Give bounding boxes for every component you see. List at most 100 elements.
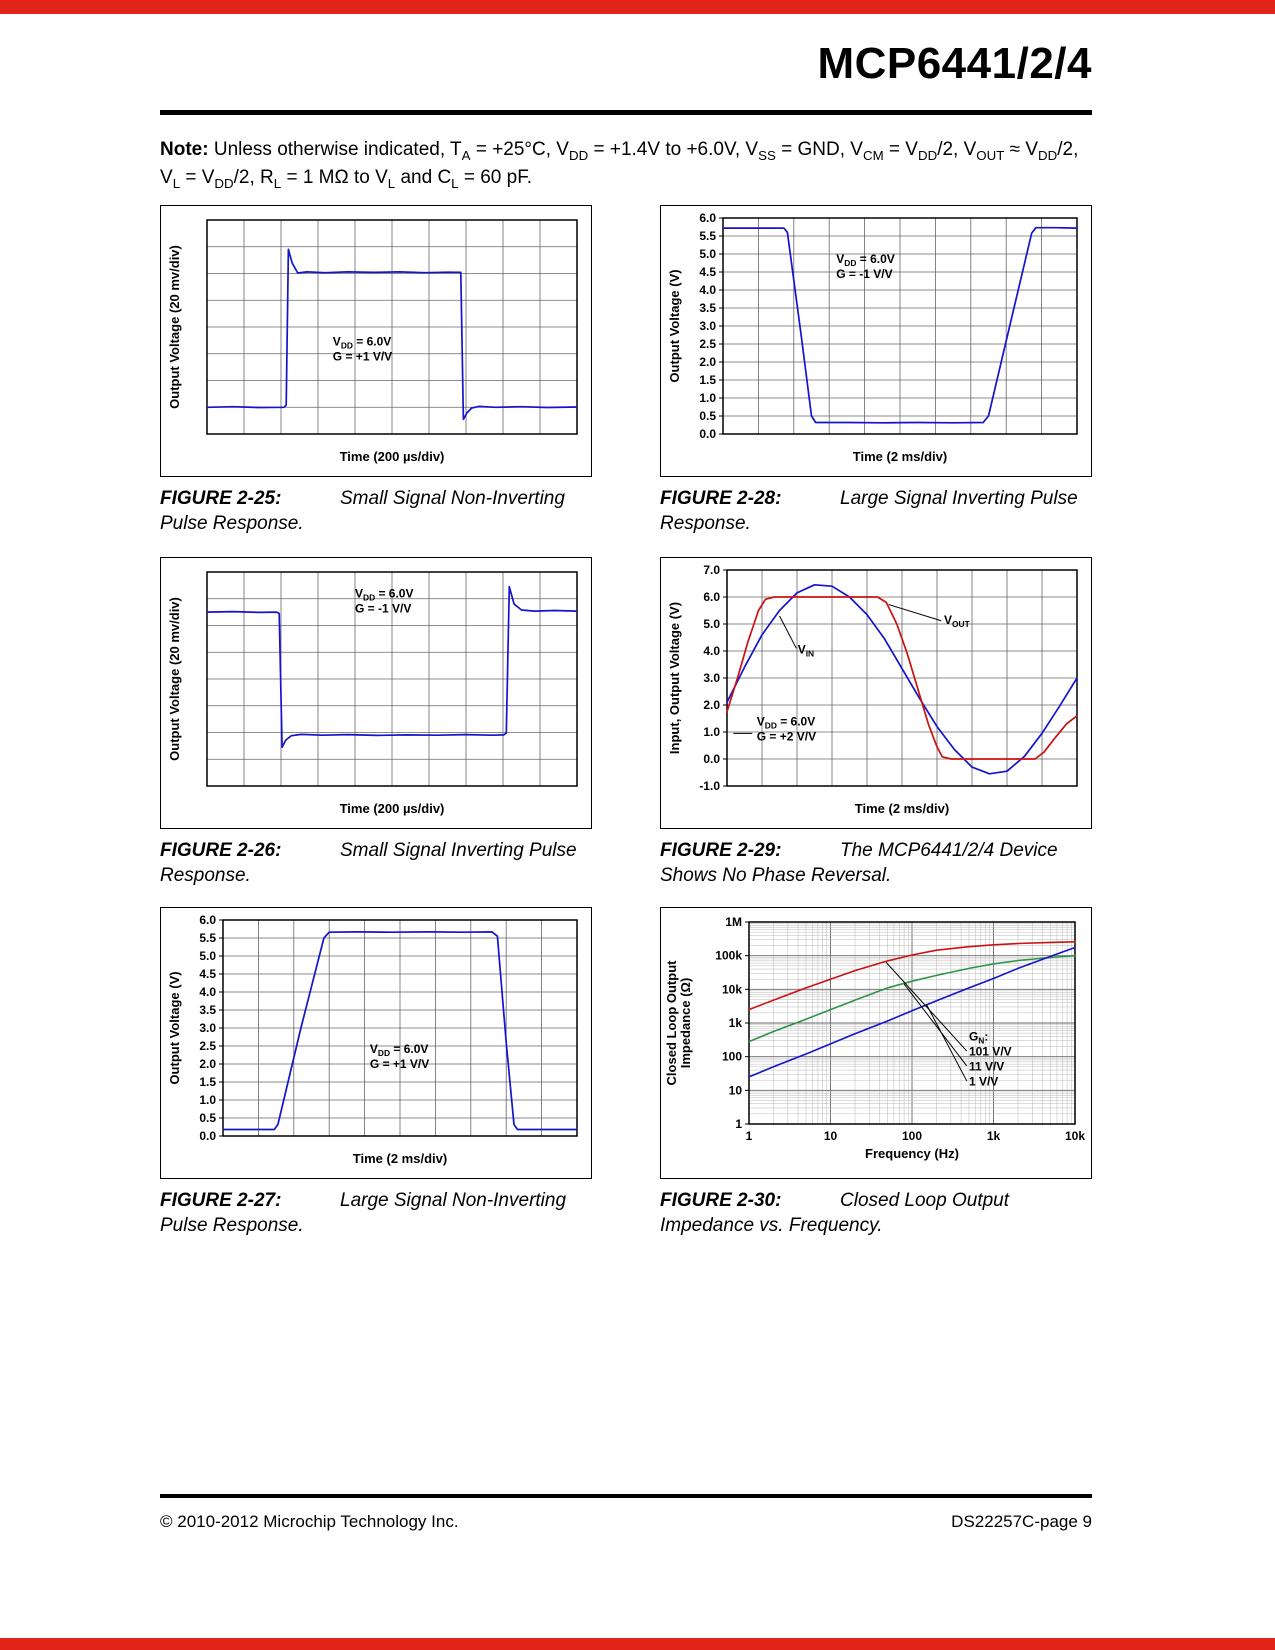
y-tick-label: 5.5 — [199, 931, 216, 945]
x-axis-label: Time (200 µs/div) — [340, 449, 445, 464]
y-tick-label: 0.0 — [199, 1129, 216, 1143]
figure-caption: FIGURE 2-25: Small Signal Non-Inverting P… — [160, 486, 592, 536]
trace-vin — [726, 583, 1078, 775]
y-axis-label: Output Voltage (V) — [167, 971, 182, 1084]
figure-caption-text: Closed Loop Output Impedance vs. Frequen… — [660, 1190, 1010, 1237]
x-axis-label: Time (200 µs/div) — [340, 801, 445, 816]
x-axis-label: Time (2 ms/div) — [353, 1151, 447, 1166]
y-tick-label: 7.0 — [703, 563, 720, 577]
y-axis-label: Closed Loop Output — [664, 960, 679, 1086]
x-axis-label: Time (2 ms/div) — [855, 801, 949, 816]
chart-frame: -1.0 0.0 1.0 2.0 3.0 4.0 5.0 6.0 7.0 VIN VOUT VDD =… — [660, 557, 1092, 829]
leader-line — [888, 604, 942, 622]
y-tick-label: 3.5 — [199, 1003, 216, 1017]
leader-line — [779, 615, 797, 649]
chart-no-phase-reversal: -1.0 0.0 1.0 2.0 3.0 4.0 5.0 6.0 7.0 VIN VOUT VDD =… — [667, 563, 1078, 816]
figure-label: FIGURE 2-30: — [660, 1190, 782, 1211]
annotation: VDD = 6.0V — [370, 1042, 429, 1058]
grid — [727, 570, 1077, 786]
figure-label: FIGURE 2-25: — [160, 488, 282, 509]
figure-caption: FIGURE 2-27: Large Signal Non-Inverting P… — [160, 1188, 592, 1238]
header-rule — [160, 110, 1092, 115]
chart-frame: VDD = 6.0V G = +1 V/V Time (200 µs/div) Out… — [160, 205, 592, 477]
y-tick-label: 6.0 — [699, 211, 716, 225]
page-footer: © 2010-2012 Microchip Technology Inc. DS… — [160, 1512, 1092, 1532]
x-tick-label: 10k — [1065, 1129, 1085, 1143]
figure-2-27: 0.0 0.5 1.0 1.5 2.0 2.5 3.0 3.5 4.0 4.5 5.0 5.5 6.0 V… — [160, 907, 592, 1238]
figure-2-29: -1.0 0.0 1.0 2.0 3.0 4.0 5.0 6.0 7.0 VIN VOUT VDD =… — [660, 557, 1092, 888]
annotation: GN: — [969, 1030, 988, 1046]
grid — [207, 220, 577, 434]
page-title: MCP6441/2/4 — [817, 39, 1092, 88]
y-tick-label: -1.0 — [699, 779, 720, 793]
chart-frame: 0.0 0.5 1.0 1.5 2.0 2.5 3.0 3.5 4.0 4.5 5.0 5.5 6.0 V… — [160, 907, 592, 1179]
footer-page-number: DS22257C-page 9 — [951, 1512, 1092, 1531]
annotation: VIN — [798, 643, 814, 659]
y-tick-label: 5.5 — [699, 229, 716, 243]
x-tick-label: 100 — [902, 1129, 922, 1143]
y-axis-label: Output Voltage (V) — [667, 269, 682, 382]
note-text: Unless otherwise indicated, TA = +25°C, … — [160, 139, 1079, 191]
leader-line — [925, 1004, 968, 1082]
figure-caption-text: Small Signal Inverting Pulse Response. — [160, 840, 577, 887]
figure-label: FIGURE 2-26: — [160, 840, 282, 861]
annotation: VDD = 6.0V — [757, 714, 816, 730]
figure-label: FIGURE 2-28: — [660, 488, 782, 509]
annotation: VDD = 6.0V — [836, 252, 895, 268]
trace-gain-101 — [748, 940, 1076, 1011]
grid — [207, 572, 577, 786]
footer-copyright: © 2010-2012 Microchip Technology Inc. — [160, 1512, 459, 1531]
annotation: G = -1 V/V — [355, 601, 411, 615]
annotation: VDD = 6.0V — [355, 586, 414, 602]
y-tick-label: 1.0 — [703, 725, 720, 739]
y-tick-label: 1.5 — [699, 373, 716, 387]
figure-2-30: 1 10 100 1k 10k 100k 1M 1 10 100 1k 10k GN: 101 V/V 11… — [660, 907, 1092, 1238]
y-tick-label: 6.0 — [703, 590, 720, 604]
y-tick-label: 3.0 — [703, 671, 720, 685]
annotation: G = -1 V/V — [836, 267, 892, 281]
y-tick-label: 1.5 — [199, 1075, 216, 1089]
annotation: G = +2 V/V — [757, 729, 816, 743]
grid — [749, 922, 1075, 1124]
x-tick-label: 1k — [987, 1129, 1001, 1143]
figure-caption-text: Small Signal Non-Inverting Pulse Respons… — [160, 488, 565, 535]
figure-caption-text: The MCP6441/2/4 Device Shows No Phase Re… — [660, 840, 1058, 887]
y-tick-label: 0.5 — [199, 1111, 216, 1125]
annotation: VOUT — [944, 613, 971, 629]
figure-caption: FIGURE 2-28: Large Signal Inverting Pulse… — [660, 486, 1092, 536]
footer-rule — [160, 1494, 1092, 1498]
chart-frame: 1 10 100 1k 10k 100k 1M 1 10 100 1k 10k GN: 101 V/V 11… — [660, 907, 1092, 1179]
y-tick-label: 6.0 — [199, 913, 216, 927]
figure-2-25: VDD = 6.0V G = +1 V/V Time (200 µs/div) Out… — [160, 205, 592, 536]
grid — [223, 920, 577, 1136]
trace-output — [206, 248, 578, 421]
figure-caption-text: Large Signal Non-Inverting Pulse Respons… — [160, 1190, 567, 1237]
y-tick-label: 2.5 — [699, 337, 716, 351]
figure-caption: FIGURE 2-30: Closed Loop Output Impedance… — [660, 1188, 1092, 1238]
chart-small-signal-non-inverting: VDD = 6.0VG = +1 V/V Time (200 µs/div) Out… — [167, 219, 578, 464]
plot-border — [206, 219, 578, 435]
trace-gain-11 — [748, 954, 1076, 1043]
chart-large-signal-non-inverting: 0.0 0.5 1.0 1.5 2.0 2.5 3.0 3.5 4.0 4.5 5.0 5.5 6.0 V… — [167, 913, 578, 1166]
y-tick-label: 2.5 — [199, 1039, 216, 1053]
figure-2-26: VDD = 6.0V G = -1 V/V Time (200 µs/div) Out… — [160, 557, 592, 888]
figure-caption: FIGURE 2-26: Small Signal Inverting Pulse… — [160, 838, 592, 888]
x-axis-label: Frequency (Hz) — [865, 1146, 959, 1161]
annotation: VDD = 6.0V — [333, 335, 392, 351]
y-axis-label: Input, Output Voltage (V) — [667, 602, 682, 754]
chart-frame: 0.0 0.5 1.0 1.5 2.0 2.5 3.0 3.5 4.0 4.5 5.0 5.5 6.0 V… — [660, 205, 1092, 477]
y-tick-label: 3.0 — [199, 1021, 216, 1035]
chart-closed-loop-output-impedance: 1 10 100 1k 10k 100k 1M 1 10 100 1k 10k GN:101 V/V11… — [664, 915, 1085, 1161]
conditions-note: Note: Unless otherwise indicated, TA = +… — [160, 136, 1100, 191]
y-tick-label: 1.0 — [699, 391, 716, 405]
y-tick-label: 2.0 — [199, 1057, 216, 1071]
annotation: 11 V/V — [969, 1060, 1004, 1074]
leader-line — [903, 983, 968, 1067]
y-axis-label: Impedance (Ω) — [678, 978, 693, 1069]
y-axis-label: Output Voltage (20 mv/div) — [167, 597, 182, 761]
top-red-bar — [0, 0, 1275, 14]
y-axis-label: Output Voltage (20 mv/div) — [167, 245, 182, 409]
y-tick-label: 5.0 — [199, 949, 216, 963]
figure-label: FIGURE 2-29: — [660, 840, 782, 861]
y-tick-label: 3.0 — [699, 319, 716, 333]
